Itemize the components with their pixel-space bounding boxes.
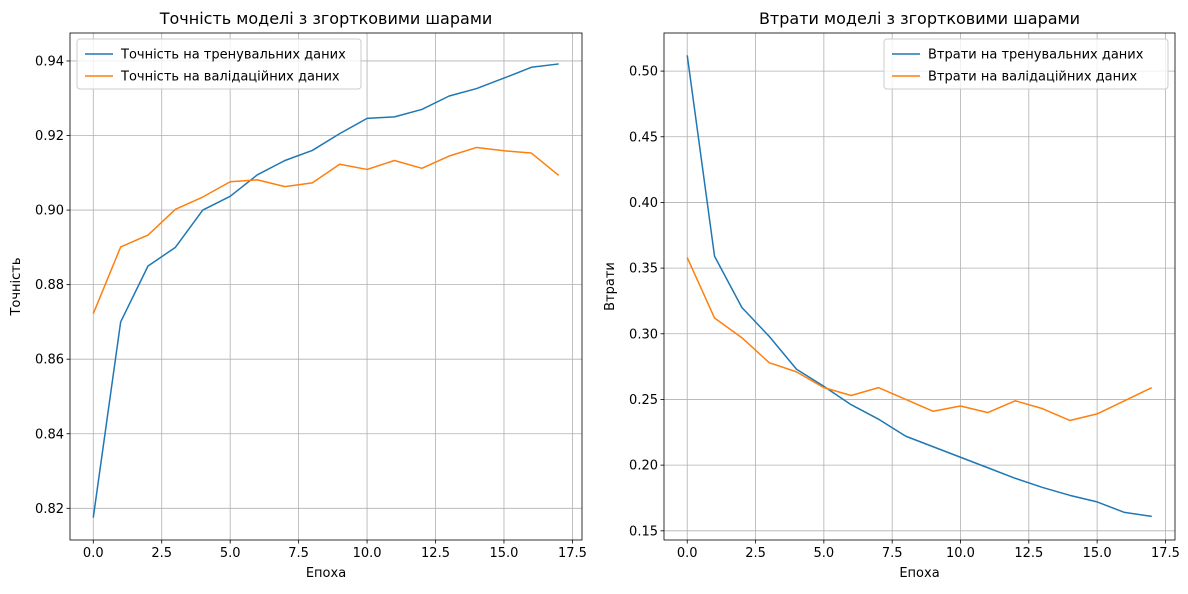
y-tick-label: 0.84: [35, 427, 64, 442]
y-tick-label: 0.50: [629, 65, 658, 80]
y-axis-label: Точність: [9, 257, 24, 316]
x-axis-label: Епоха: [306, 566, 346, 581]
y-tick-label: 0.45: [629, 130, 658, 145]
series-line-validation: [92, 146, 560, 314]
plot-frame: [69, 32, 583, 541]
x-tick-label: 5.0: [814, 546, 835, 561]
x-tick-label: 17.5: [558, 546, 587, 561]
x-tick-label: 5.0: [220, 546, 241, 561]
x-axis-label: Епоха: [899, 566, 939, 581]
accuracy-chart: 0.0 2.5 5.0 7.5 10.0 12.5 15.0 17.5 0.82 0.84 0.86…: [9, 9, 587, 581]
legend-label-train: Точність на тренувальних даних: [120, 48, 346, 63]
series-line-train: [92, 63, 559, 518]
y-tick-label: 0.88: [35, 278, 64, 293]
plot-frame: [663, 32, 1176, 541]
legend-box: [76, 38, 362, 90]
y-tick-label: 0.40: [629, 196, 658, 211]
x-tick-label: 0.0: [677, 546, 698, 561]
x-tick-label: 15.0: [489, 546, 518, 561]
y-tick-label: 0.15: [629, 524, 658, 539]
y-tick-label: 0.90: [35, 204, 64, 219]
x-tick-label: 10.0: [946, 546, 975, 561]
chart-title: Втрати моделі з згортковими шарами: [759, 9, 1080, 28]
x-tick-label: 2.5: [745, 546, 766, 561]
x-tick-label: 15.0: [1083, 546, 1112, 561]
y-tick-label: 0.86: [35, 353, 64, 368]
x-tick-label: 2.5: [151, 546, 172, 561]
legend: Точність на тренувальних даних Точність н…: [76, 38, 362, 90]
chart-title: Точність моделі з згортковими шарами: [159, 9, 493, 28]
x-tick-label: 7.5: [882, 546, 903, 561]
y-tick-label: 0.82: [35, 502, 64, 517]
legend: Втрати на тренувальних даних Втрати на ва…: [883, 38, 1169, 90]
y-tick-label: 0.25: [629, 393, 658, 408]
loss-chart: 0.0 2.5 5.0 7.5 10.0 12.5 15.0 17.5 0.15 0.20 0.25…: [603, 9, 1180, 581]
y-tick-label: 0.20: [629, 459, 658, 474]
x-tick-label: 10.0: [353, 546, 382, 561]
y-tick-label: 0.94: [35, 54, 64, 69]
x-tick-label: 17.5: [1151, 546, 1180, 561]
y-axis-label: Втрати: [603, 262, 618, 311]
x-tick-label: 0.0: [83, 546, 104, 561]
legend-label-validation: Точність на валідаційних даних: [120, 70, 340, 85]
legend-box: [883, 38, 1169, 90]
y-tick-label: 0.35: [629, 262, 658, 277]
x-tick-label: 12.5: [421, 546, 450, 561]
x-tick-label: 7.5: [288, 546, 309, 561]
x-tick-label: 12.5: [1014, 546, 1043, 561]
legend-label-validation: Втрати на валідаційних даних: [928, 70, 1138, 85]
legend-label-train: Втрати на тренувальних даних: [928, 48, 1144, 63]
series-line-train: [686, 55, 1152, 518]
y-tick-label: 0.30: [629, 327, 658, 342]
series-line-validation: [686, 257, 1153, 422]
y-tick-label: 0.92: [35, 129, 64, 144]
